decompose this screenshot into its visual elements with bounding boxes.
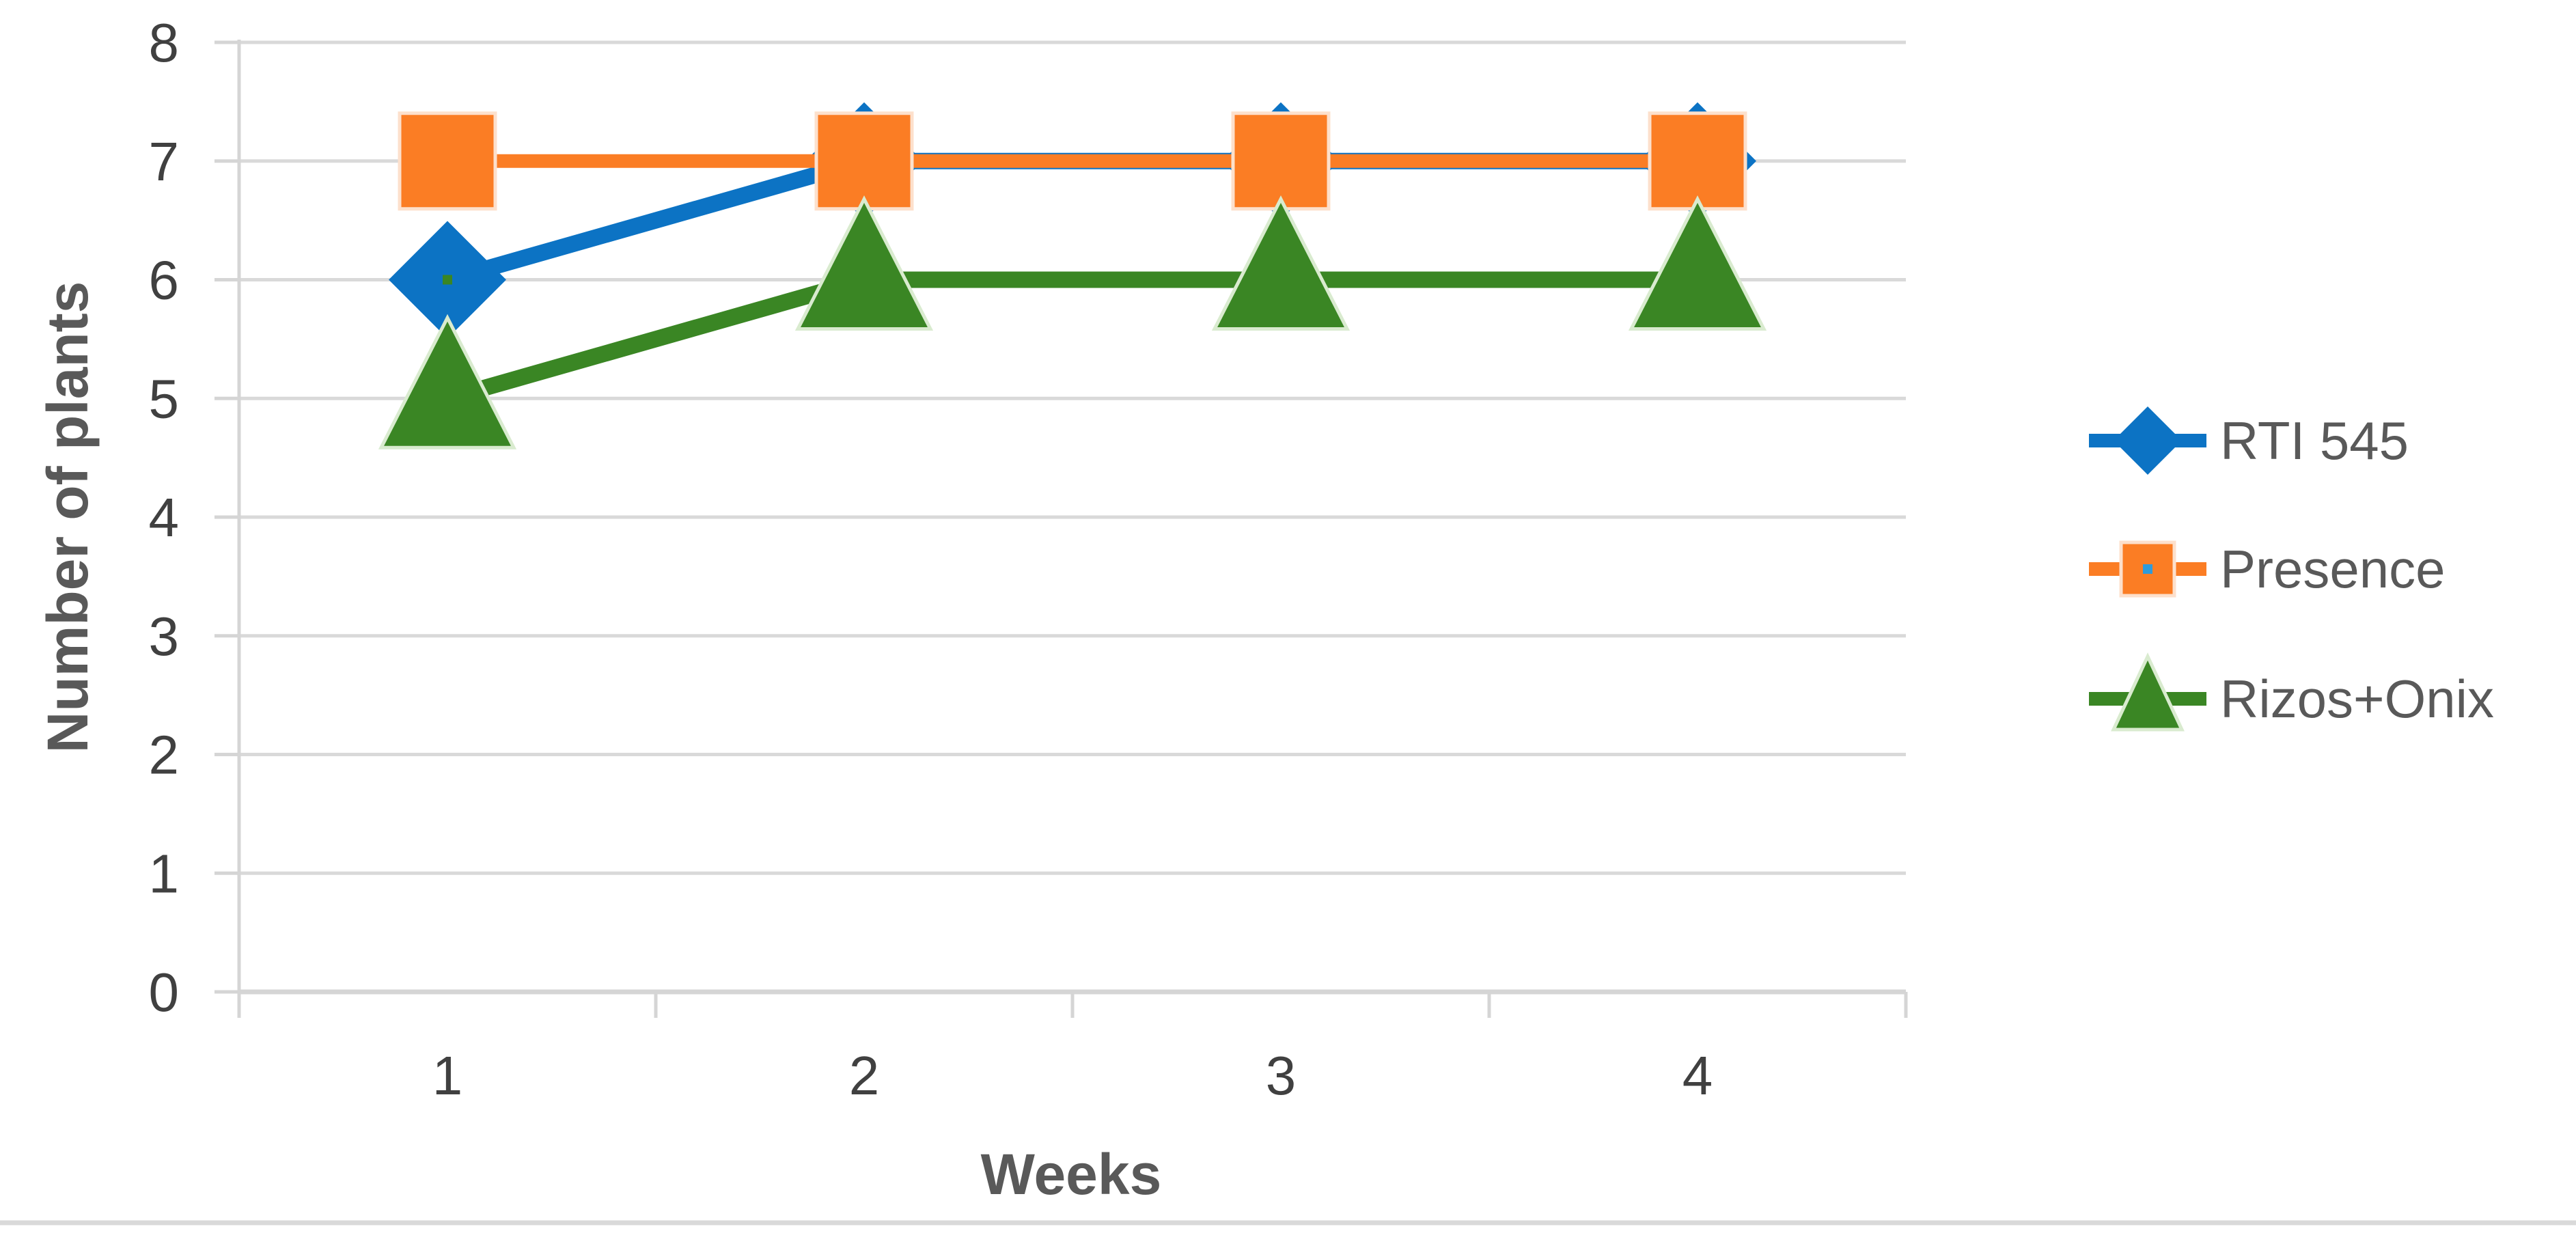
y-tick-label-5: 5 — [149, 368, 180, 429]
y-tick-label-0: 0 — [149, 962, 180, 1023]
x-tick-label-3: 3 — [1266, 1045, 1297, 1106]
series — [378, 102, 1767, 449]
data-point-week2 — [794, 195, 934, 331]
legend: RTI 545 Presence Rizos+Onix — [2089, 406, 2494, 732]
series-rti-545 — [389, 102, 1756, 339]
y-tick-label-4: 4 — [149, 487, 180, 548]
legend-label: RTI 545 — [2220, 411, 2409, 471]
data-point-week2 — [814, 111, 914, 211]
y-tick-label-8: 8 — [149, 12, 180, 73]
y-tick-label-3: 3 — [149, 606, 180, 667]
legend-square-dot — [2143, 564, 2152, 574]
y-tick-label-2: 2 — [149, 725, 180, 786]
legend-item-presence: Presence — [2089, 539, 2446, 599]
legend-triangle-icon — [2111, 652, 2185, 732]
series-line — [445, 152, 1698, 288]
x-tick-label-2: 2 — [849, 1045, 880, 1106]
data-point-week1 — [378, 314, 517, 449]
legend-item-rizos-onix: Rizos+Onix — [2089, 652, 2494, 732]
y-tick-label-6: 6 — [149, 250, 180, 311]
y-axis-title: Number of plants — [36, 281, 100, 753]
x-axis-title: Weeks — [981, 1142, 1162, 1206]
legend-label: Rizos+Onix — [2220, 669, 2494, 729]
data-point-week1 — [398, 111, 497, 211]
x-tick-label-1: 1 — [432, 1045, 463, 1106]
data-point-week3 — [1231, 111, 1331, 211]
data-point-week4 — [1648, 111, 1747, 211]
diamond-center-dot — [443, 275, 452, 285]
legend-diamond-icon — [2114, 406, 2182, 475]
x-tick-label-4: 4 — [1682, 1045, 1713, 1106]
series-presence — [398, 111, 1747, 211]
y-tick-label-7: 7 — [149, 131, 180, 192]
data-point-week4 — [1628, 195, 1767, 331]
data-point-week3 — [1211, 195, 1351, 331]
legend-item-rti-545: RTI 545 — [2089, 406, 2409, 475]
tick-labels: 0 1 2 3 4 5 6 7 8 1 2 3 4 — [149, 12, 1713, 1106]
legend-label: Presence — [2220, 539, 2446, 599]
y-tick-label-1: 1 — [149, 843, 180, 904]
legend-square-icon — [2119, 540, 2176, 598]
series-rizos-onix — [378, 195, 1767, 449]
series-line — [445, 271, 1698, 406]
axes — [214, 40, 1908, 1018]
